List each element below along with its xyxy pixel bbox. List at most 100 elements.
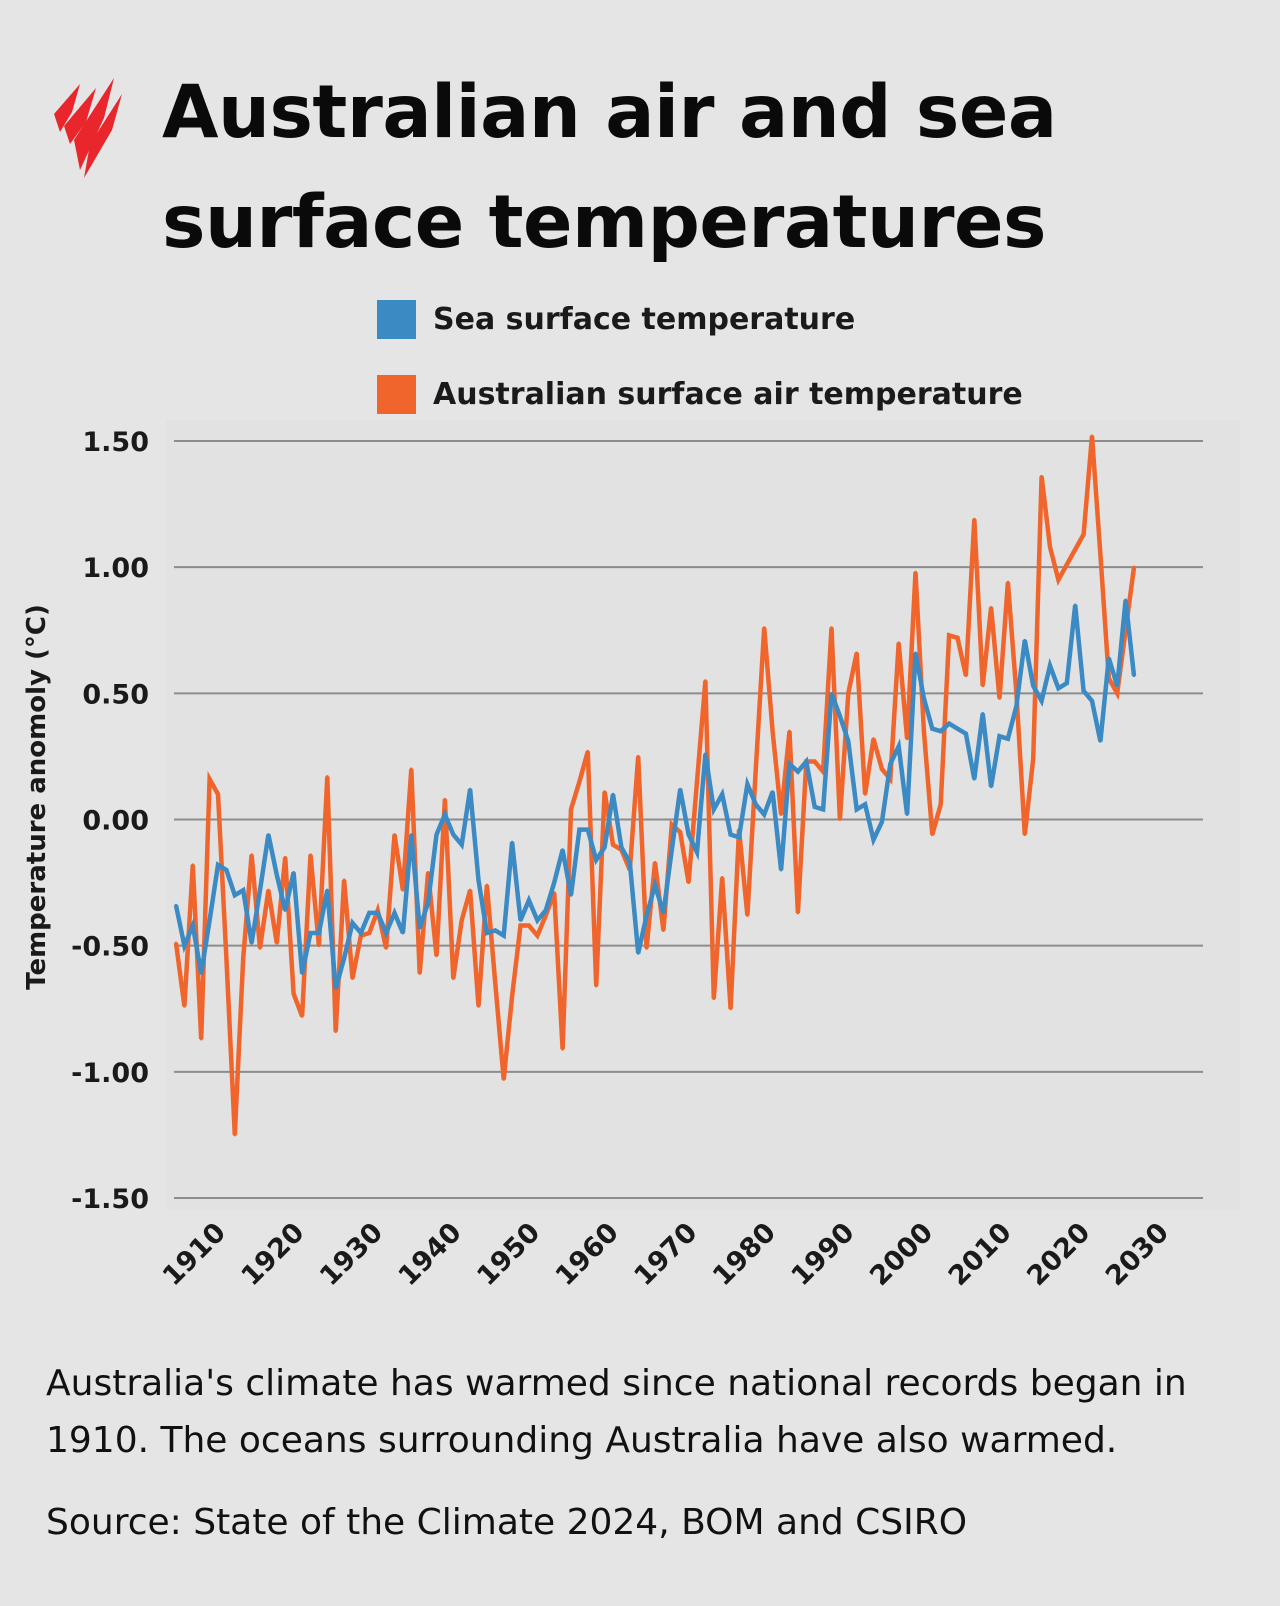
y-tick-label: 0.50 <box>82 679 149 710</box>
data-point-sea <box>426 901 430 905</box>
data-point-air <box>384 946 388 950</box>
caption: Australia's climate has warmed since nat… <box>46 1363 1187 1461</box>
data-point-sea <box>636 951 640 955</box>
data-point-air <box>527 923 531 927</box>
data-point-air <box>687 881 691 885</box>
y-tick-label: 1.50 <box>82 427 149 458</box>
data-point-air <box>266 888 270 892</box>
y-tick-label: 0.00 <box>82 806 149 837</box>
data-point-air <box>897 641 901 645</box>
data-point-sea <box>871 838 875 842</box>
data-point-air <box>787 729 791 733</box>
data-point-air <box>519 923 523 927</box>
data-point-sea <box>485 931 489 935</box>
legend-item-air: Australian surface air temperature <box>377 375 1023 414</box>
data-point-sea <box>1098 739 1102 743</box>
data-point-sea <box>224 868 228 872</box>
data-point-air <box>594 984 598 988</box>
data-point-sea <box>754 802 758 806</box>
data-point-air <box>308 853 312 857</box>
data-point-air <box>561 1047 565 1051</box>
data-point-sea <box>787 762 791 766</box>
data-point-sea <box>1090 699 1094 703</box>
data-point-sea <box>1073 603 1077 607</box>
data-point-air <box>998 696 1002 700</box>
x-tick-label: 2010 <box>943 1217 1018 1292</box>
data-point-air <box>334 1029 338 1033</box>
data-point-sea <box>384 931 388 935</box>
data-point-air <box>922 729 926 733</box>
x-tick-label: 2030 <box>1100 1217 1175 1292</box>
data-point-sea <box>1082 689 1086 693</box>
data-point-air <box>779 812 783 816</box>
x-tick-label: 1970 <box>628 1217 703 1292</box>
data-point-air <box>418 971 422 975</box>
data-point-air <box>703 679 707 683</box>
data-point-air <box>871 737 875 741</box>
data-point-air <box>1073 548 1077 552</box>
data-point-air <box>1023 833 1027 837</box>
data-point-air <box>174 941 178 945</box>
data-point-air <box>981 684 985 688</box>
data-point-sea <box>813 805 817 809</box>
data-point-air <box>645 946 649 950</box>
data-point-sea <box>1031 684 1035 688</box>
data-point-sea <box>863 802 867 806</box>
data-point-sea <box>611 792 615 796</box>
y-tick-label: -1.50 <box>71 1184 149 1215</box>
data-point-air <box>636 754 640 758</box>
data-point-sea <box>493 929 497 933</box>
data-point-sea <box>603 845 607 849</box>
data-point-sea <box>821 807 825 811</box>
x-tick-label: 1930 <box>314 1217 389 1292</box>
data-point-air <box>477 1004 481 1008</box>
data-point-sea <box>1065 681 1069 685</box>
data-point-sea <box>695 850 699 854</box>
data-point-sea <box>645 913 649 917</box>
data-point-sea <box>771 790 775 794</box>
data-point-sea <box>594 858 598 862</box>
data-point-sea <box>191 923 195 927</box>
data-point-sea <box>376 911 380 915</box>
legend-label-sea: Sea surface temperature <box>433 302 856 337</box>
data-point-air <box>510 994 514 998</box>
data-point-air <box>611 843 615 847</box>
data-point-sea <box>334 987 338 991</box>
data-point-sea <box>258 888 262 892</box>
data-point-air <box>1065 563 1069 567</box>
data-point-sea <box>317 931 321 935</box>
data-point-sea <box>519 918 523 922</box>
data-point-air <box>930 833 934 837</box>
x-tick-label: 1920 <box>235 1217 310 1292</box>
x-tick-label: 2000 <box>864 1217 939 1292</box>
data-point-sea <box>712 807 716 811</box>
data-point-sea <box>1014 704 1018 708</box>
data-point-air <box>401 888 405 892</box>
data-point-sea <box>367 911 371 915</box>
data-point-air <box>224 956 228 960</box>
data-point-air <box>502 1077 506 1081</box>
data-point-sea <box>535 918 539 922</box>
data-point-sea <box>359 931 363 935</box>
data-point-air <box>846 691 850 695</box>
data-point-sea <box>208 918 212 922</box>
y-axis-label: Temperature anomoly (°C) <box>22 604 52 990</box>
data-point-sea <box>628 860 632 864</box>
data-point-sea <box>443 812 447 816</box>
data-point-air <box>493 982 497 986</box>
data-point-air <box>350 976 354 980</box>
source-note: Source: State of the Climate 2024, BOM a… <box>46 1502 968 1543</box>
data-point-air <box>426 870 430 874</box>
data-point-sea <box>956 727 960 731</box>
data-point-sea <box>762 812 766 816</box>
data-point-air <box>678 830 682 834</box>
x-tick-label: 1950 <box>471 1217 546 1292</box>
legend-swatch-air <box>377 375 416 414</box>
data-point-air <box>250 853 254 857</box>
data-point-sea <box>283 908 287 912</box>
data-point-sea <box>661 911 665 915</box>
data-point-air <box>451 976 455 980</box>
data-point-sea <box>619 845 623 849</box>
data-point-sea <box>468 787 472 791</box>
data-point-sea <box>435 833 439 837</box>
